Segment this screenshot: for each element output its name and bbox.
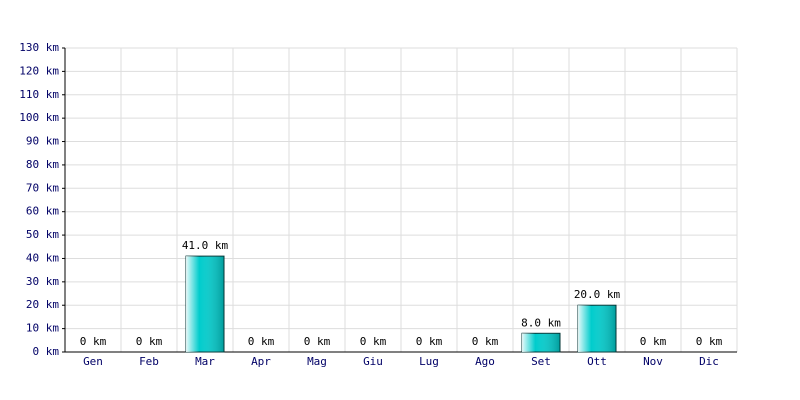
- x-tick-label: Giu: [363, 355, 383, 368]
- y-tick-label: 50 km: [26, 228, 59, 241]
- x-tick-label: Mag: [307, 355, 327, 368]
- value-label: 0 km: [696, 335, 723, 348]
- x-tick-label: Ago: [475, 355, 495, 368]
- y-tick-label: 20 km: [26, 298, 59, 311]
- value-label: 0 km: [80, 335, 107, 348]
- y-tick-label: 40 km: [26, 251, 59, 264]
- value-label: 0 km: [416, 335, 443, 348]
- value-label: 20.0 km: [574, 288, 621, 301]
- bar-shade: [522, 333, 560, 352]
- value-label: 41.0 km: [182, 239, 229, 252]
- x-tick-label: Nov: [643, 355, 663, 368]
- value-label: 0 km: [472, 335, 499, 348]
- y-tick-label: 100 km: [19, 111, 59, 124]
- x-tick-label: Apr: [251, 355, 271, 368]
- x-tick-label: Lug: [419, 355, 439, 368]
- y-tick-label: 110 km: [19, 88, 59, 101]
- y-tick-label: 120 km: [19, 64, 59, 77]
- x-tick-label: Set: [531, 355, 551, 368]
- y-tick-label: 70 km: [26, 181, 59, 194]
- y-tick-label: 90 km: [26, 135, 59, 148]
- x-tick-label: Gen: [83, 355, 103, 368]
- y-tick-label: 60 km: [26, 205, 59, 218]
- value-label: 0 km: [360, 335, 387, 348]
- y-tick-label: 30 km: [26, 275, 59, 288]
- value-label: 0 km: [640, 335, 667, 348]
- x-tick-label: Mar: [195, 355, 215, 368]
- value-label: 8.0 km: [521, 316, 561, 329]
- x-tick-label: Feb: [139, 355, 159, 368]
- x-tick-label: Ott: [587, 355, 607, 368]
- x-tick-label: Dic: [699, 355, 719, 368]
- value-label: 0 km: [136, 335, 163, 348]
- y-tick-label: 80 km: [26, 158, 59, 171]
- bar-shade: [186, 256, 224, 352]
- value-label: 0 km: [248, 335, 275, 348]
- y-tick-label: 0 km: [33, 345, 60, 358]
- y-tick-label: 130 km: [19, 41, 59, 54]
- value-label: 0 km: [304, 335, 331, 348]
- y-tick-label: 10 km: [26, 322, 59, 335]
- bar-shade: [578, 305, 616, 352]
